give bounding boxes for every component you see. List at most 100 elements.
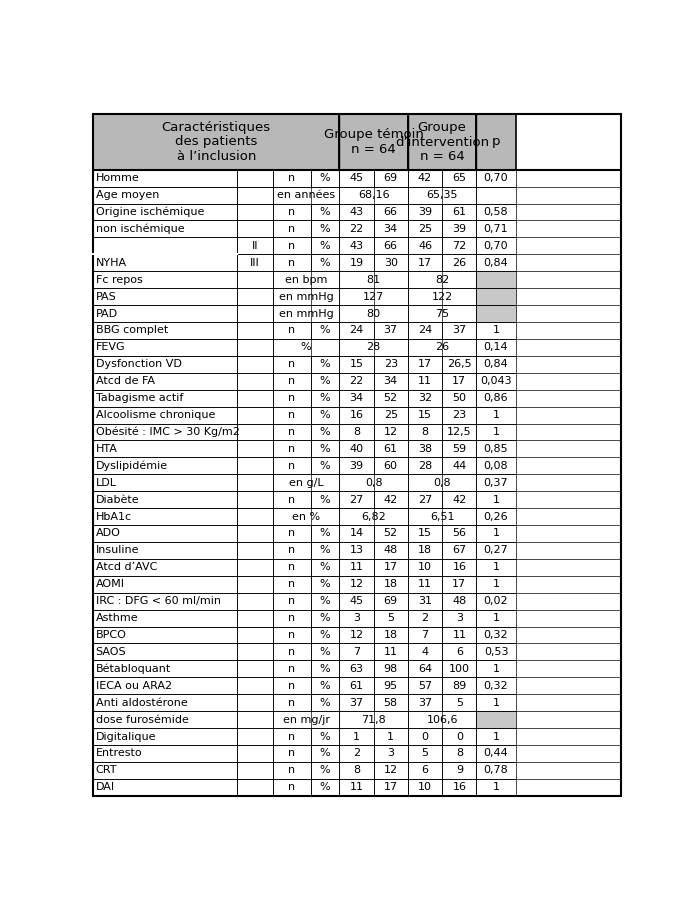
Bar <box>408 322 442 339</box>
Text: n: n <box>288 664 296 674</box>
Text: Asthme: Asthme <box>95 613 138 623</box>
Bar <box>339 169 374 187</box>
Text: 43: 43 <box>349 241 363 250</box>
Text: LDL: LDL <box>95 478 116 487</box>
Text: 45: 45 <box>349 173 363 183</box>
Text: 0,27: 0,27 <box>484 545 508 555</box>
Bar <box>374 204 408 221</box>
Text: 25: 25 <box>383 410 398 420</box>
Bar <box>374 610 408 626</box>
Text: 0,84: 0,84 <box>484 359 508 369</box>
Bar <box>442 643 477 660</box>
Bar <box>273 491 311 508</box>
Bar <box>442 525 477 542</box>
Bar <box>93 458 237 474</box>
Bar <box>311 542 339 559</box>
Bar <box>339 423 374 441</box>
Bar <box>477 114 516 169</box>
Bar <box>408 221 442 237</box>
Text: n: n <box>288 596 296 606</box>
Bar <box>237 778 273 796</box>
Bar <box>442 356 477 373</box>
Bar <box>237 678 273 694</box>
Bar <box>408 626 442 643</box>
Bar <box>339 441 374 458</box>
Text: 22: 22 <box>349 377 364 387</box>
Bar <box>273 525 311 542</box>
Text: 17: 17 <box>452 377 466 387</box>
Bar <box>273 187 339 204</box>
Bar <box>311 169 339 187</box>
Text: n: n <box>288 697 296 707</box>
Bar <box>477 542 516 559</box>
Bar <box>93 339 237 356</box>
Bar <box>374 356 408 373</box>
Text: %: % <box>320 444 330 454</box>
Bar <box>311 204 339 221</box>
Bar <box>408 373 442 389</box>
Text: 15: 15 <box>418 529 432 539</box>
Bar <box>442 593 477 610</box>
Bar <box>408 643 442 660</box>
Text: en mg/jr: en mg/jr <box>282 714 330 724</box>
Bar <box>442 745 477 762</box>
Text: PAD: PAD <box>95 308 118 319</box>
Text: Entresto: Entresto <box>95 749 142 759</box>
Text: 38: 38 <box>418 444 432 454</box>
Text: %: % <box>320 613 330 623</box>
Text: 1: 1 <box>493 613 500 623</box>
Bar <box>93 508 237 525</box>
Bar <box>442 169 477 187</box>
Text: 6: 6 <box>422 765 429 776</box>
Text: Fc repos: Fc repos <box>95 275 142 285</box>
Text: n: n <box>288 427 296 437</box>
Bar <box>339 593 374 610</box>
Bar <box>408 169 442 187</box>
Text: 13: 13 <box>349 545 363 555</box>
Bar <box>408 745 442 762</box>
Text: ADO: ADO <box>95 529 121 539</box>
Bar <box>339 339 408 356</box>
Text: n: n <box>288 681 296 691</box>
Bar <box>311 373 339 389</box>
Text: 39: 39 <box>418 207 432 217</box>
Bar <box>339 508 408 525</box>
Text: 67: 67 <box>452 545 466 555</box>
Bar <box>408 406 442 423</box>
Bar <box>311 678 339 694</box>
Text: 42: 42 <box>418 173 432 183</box>
Bar <box>273 237 311 254</box>
Bar <box>477 610 516 626</box>
Text: 1: 1 <box>493 325 500 335</box>
Bar <box>477 678 516 694</box>
Bar <box>237 441 273 458</box>
Bar <box>273 221 311 237</box>
Bar <box>237 491 273 508</box>
Bar <box>408 778 442 796</box>
Text: 2: 2 <box>353 749 360 759</box>
Text: 6: 6 <box>456 647 463 657</box>
Text: %: % <box>320 749 330 759</box>
Text: %: % <box>320 410 330 420</box>
Text: 0: 0 <box>456 732 463 742</box>
Bar <box>339 373 374 389</box>
Bar <box>442 254 477 271</box>
Text: 31: 31 <box>418 596 432 606</box>
Text: 68,16: 68,16 <box>358 190 390 200</box>
Text: 12: 12 <box>383 427 398 437</box>
Text: n: n <box>288 241 296 250</box>
Bar <box>408 474 477 491</box>
Text: %: % <box>320 579 330 589</box>
Bar <box>311 576 339 593</box>
Text: 28: 28 <box>418 460 432 471</box>
Text: 12: 12 <box>349 579 363 589</box>
Text: 32: 32 <box>418 393 432 403</box>
Text: 1: 1 <box>493 562 500 572</box>
Text: 1: 1 <box>493 697 500 707</box>
Text: 0,8: 0,8 <box>434 478 451 487</box>
Bar <box>442 678 477 694</box>
Text: n: n <box>288 173 296 183</box>
Text: 44: 44 <box>452 460 466 471</box>
Bar <box>477 389 516 406</box>
Text: 24: 24 <box>418 325 432 335</box>
